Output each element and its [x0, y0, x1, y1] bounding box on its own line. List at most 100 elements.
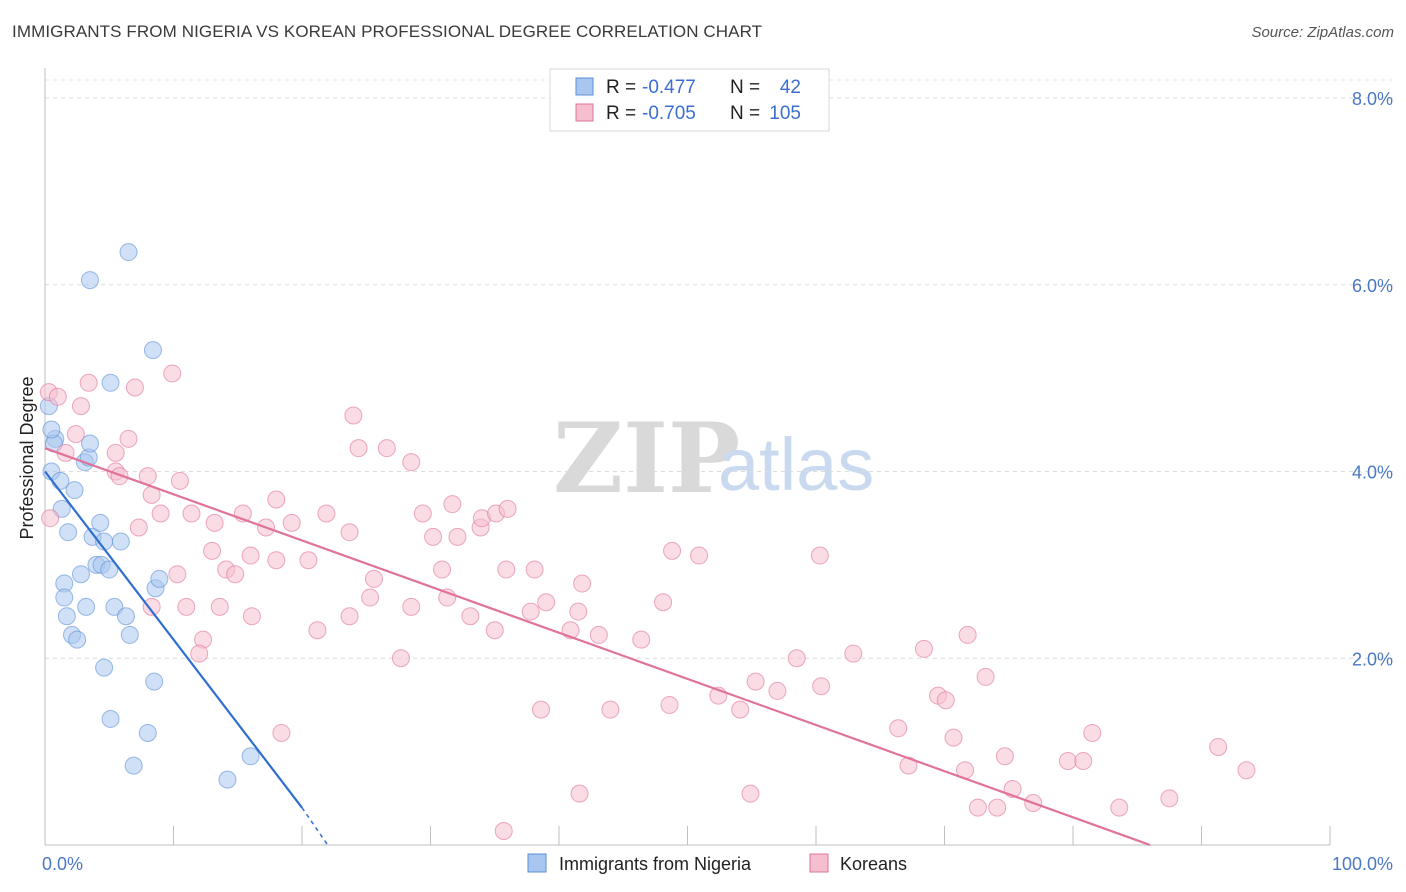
legend-n-label-1: N =: [730, 103, 760, 124]
series-nigeria-points: [39, 243, 260, 789]
point-nigeria-41: [42, 420, 61, 439]
point-nigeria-6: [65, 481, 84, 500]
point-koreans-3: [66, 425, 85, 444]
point-nigeria-12: [91, 513, 110, 532]
point-koreans-89: [944, 728, 963, 747]
point-nigeria-21: [77, 597, 96, 616]
x-tick-labels: 0.0% 100.0%: [42, 854, 1393, 874]
legend-r-label-1: R =: [606, 103, 636, 124]
point-koreans-29: [413, 504, 432, 523]
point-koreans-99: [968, 798, 987, 817]
chart-title: IMMIGRANTS FROM NIGERIA VS KOREAN PROFES…: [12, 22, 763, 41]
point-nigeria-20: [55, 588, 74, 607]
point-koreans-82: [976, 667, 995, 686]
x-tick-label-1: 100.0%: [1332, 854, 1393, 874]
point-koreans-9: [106, 443, 125, 462]
legend-r-value-1: -0.705: [642, 103, 696, 124]
point-nigeria-18: [71, 565, 90, 584]
y-tick-label-0: 2.0%: [1352, 649, 1393, 669]
point-nigeria-35: [218, 770, 237, 789]
point-nigeria-33: [138, 723, 157, 742]
point-nigeria-24: [57, 607, 76, 626]
point-koreans-27: [402, 453, 421, 472]
point-koreans-41: [267, 551, 286, 570]
point-koreans-53: [210, 597, 229, 616]
point-koreans-103: [1209, 737, 1228, 756]
source-label: Source: ZipAtlas.com: [1251, 24, 1394, 41]
point-koreans-102: [1237, 761, 1256, 780]
y-tick-label-1: 4.0%: [1352, 463, 1393, 483]
point-koreans-90: [995, 747, 1014, 766]
point-koreans-56: [340, 607, 359, 626]
trend-line-nigeria-extension: [301, 807, 329, 846]
point-nigeria-27: [68, 630, 87, 649]
point-koreans-32: [448, 527, 467, 546]
point-koreans-98: [988, 798, 1007, 817]
point-nigeria-30: [150, 569, 169, 588]
point-nigeria-10: [59, 523, 78, 542]
point-koreans-26: [377, 439, 396, 458]
legend-swatch-nigeria: [575, 77, 594, 96]
point-koreans-42: [299, 551, 318, 570]
point-koreans-38: [168, 565, 187, 584]
point-koreans-18: [205, 513, 224, 532]
y-tick-labels: 2.0% 4.0% 6.0% 8.0%: [1352, 89, 1393, 669]
point-nigeria-28: [95, 658, 114, 677]
point-koreans-58: [402, 597, 421, 616]
legend-r-value-0: -0.477: [642, 77, 696, 98]
point-koreans-40: [226, 565, 245, 584]
point-nigeria-32: [101, 709, 120, 728]
point-nigeria-23: [116, 607, 135, 626]
point-koreans-46: [525, 560, 544, 579]
point-koreans-62: [521, 602, 540, 621]
point-koreans-22: [282, 513, 301, 532]
point-koreans-72: [787, 649, 806, 668]
point-koreans-2: [41, 509, 60, 528]
point-nigeria-9: [80, 434, 99, 453]
point-koreans-23: [317, 504, 336, 523]
point-koreans-86: [731, 700, 750, 719]
bottom-legend-label-nigeria: Immigrants from Nigeria: [559, 854, 752, 874]
point-koreans-76: [768, 681, 787, 700]
point-koreans-78: [746, 672, 765, 691]
point-koreans-107: [498, 499, 517, 518]
point-koreans-52: [177, 597, 196, 616]
point-koreans-57: [361, 588, 380, 607]
point-koreans-70: [190, 644, 209, 663]
point-koreans-15: [151, 504, 170, 523]
point-koreans-67: [632, 630, 651, 649]
point-koreans-13: [170, 471, 189, 490]
point-nigeria-37: [80, 271, 99, 290]
point-koreans-105: [272, 723, 291, 742]
watermark-zip: ZIP: [553, 402, 740, 515]
y-tick-label-2: 6.0%: [1352, 276, 1393, 296]
point-koreans-96: [1110, 798, 1129, 817]
point-koreans-28: [344, 406, 363, 425]
bottom-legend-swatch-koreans: [809, 853, 829, 873]
point-koreans-97: [1160, 789, 1179, 808]
point-koreans-21: [267, 490, 286, 509]
point-nigeria-17: [100, 560, 119, 579]
point-koreans-68: [654, 593, 673, 612]
point-nigeria-38: [119, 243, 138, 262]
point-koreans-85: [660, 695, 679, 714]
point-koreans-61: [485, 621, 504, 640]
point-koreans-6: [119, 429, 138, 448]
point-koreans-84: [601, 700, 620, 719]
point-koreans-51: [142, 597, 161, 616]
point-koreans-1: [48, 387, 67, 406]
legend-n-value-0: 42: [780, 77, 801, 98]
trend-line-koreans: [44, 447, 1151, 847]
point-koreans-106: [570, 784, 589, 803]
point-koreans-73: [844, 644, 863, 663]
axes: [44, 68, 1331, 846]
point-koreans-11: [110, 467, 129, 486]
point-nigeria-26: [120, 625, 139, 644]
stats-legend-box: [549, 68, 830, 132]
point-nigeria-34: [124, 756, 143, 775]
point-nigeria-40: [101, 373, 120, 392]
y-axis-title: Professional Degree: [17, 376, 37, 539]
point-koreans-24: [340, 523, 359, 542]
point-nigeria-36: [241, 747, 260, 766]
